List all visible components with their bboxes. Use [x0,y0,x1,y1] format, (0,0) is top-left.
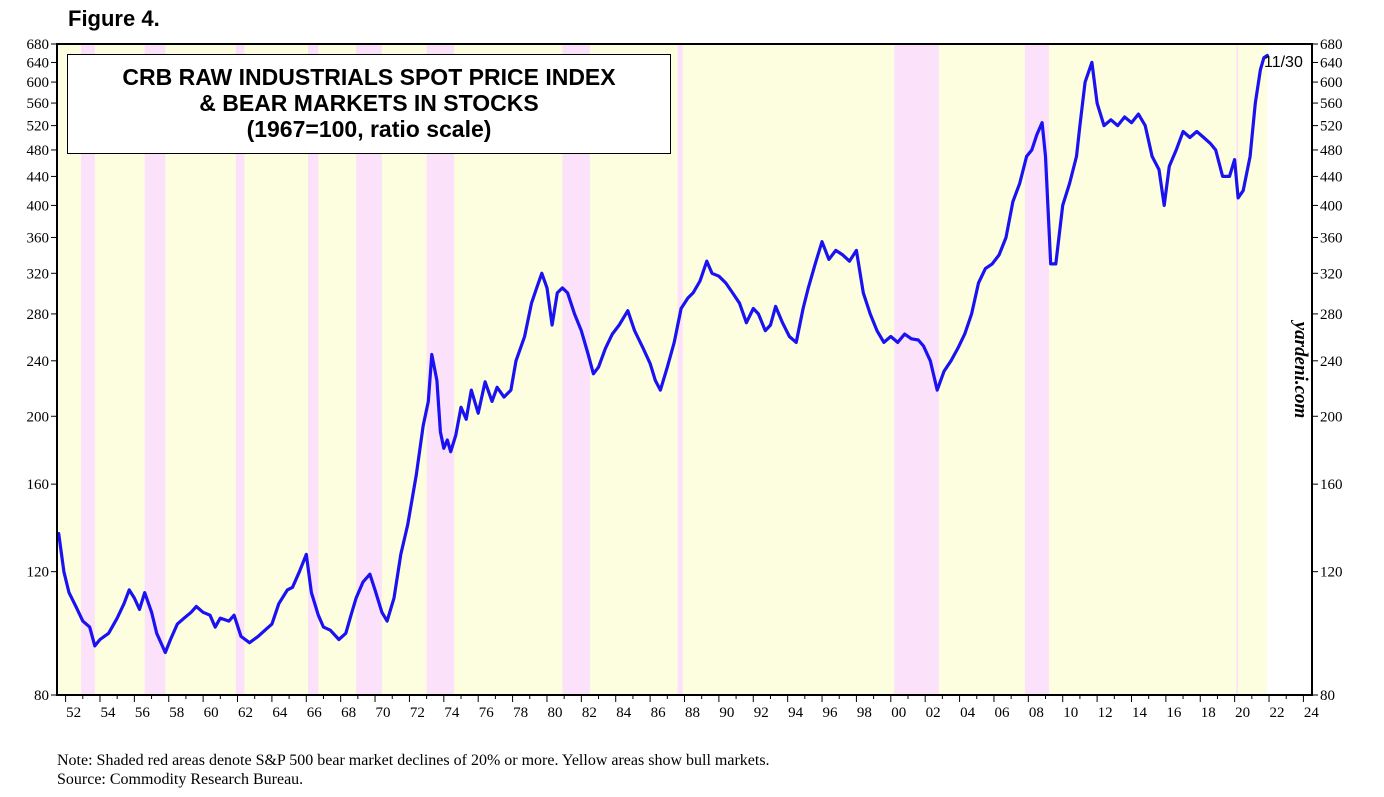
y-tick-label: 200 [27,409,50,425]
chart-title-box: CRB RAW INDUSTRIALS SPOT PRICE INDEX & B… [67,54,671,154]
note-line: Note: Shaded red areas denote S&P 500 be… [57,752,770,769]
bear-market-band [308,44,319,695]
x-tick-label: 24 [1304,705,1320,721]
y-tick-label: 320 [1320,266,1343,282]
y-tick-label: 600 [1320,75,1343,91]
x-axis: 52 54 56 58 60 62 64 66 68 70 72 74 76 78 80 82 84 86 88 90… [65,695,1320,721]
x-tick-label: 86 [651,705,667,721]
bear-market-band [81,44,95,695]
chart-title-line-2: & BEAR MARKETS IN STOCKS [199,90,539,116]
x-tick-label: 74 [444,705,460,721]
x-tick-label: 52 [66,705,81,721]
y-axis-right: 80 120 160 200 240 280 320 360 400 440 480 520 560 60… [1312,37,1343,704]
x-tick-label: 22 [1270,705,1285,721]
x-tick-label: 54 [100,705,116,721]
last-date-label: 11/30 [1264,54,1303,71]
x-tick-label: 88 [685,705,700,721]
y-tick-label: 120 [1320,565,1343,581]
x-tick-label: 72 [410,705,425,721]
x-tick-label: 18 [1201,705,1216,721]
y-tick-label: 560 [1320,96,1343,112]
y-tick-label: 360 [1320,230,1343,246]
y-tick-label: 200 [1320,409,1343,425]
x-tick-label: 62 [238,705,253,721]
x-tick-label: 90 [719,705,734,721]
y-tick-label: 480 [1320,143,1343,159]
watermark: yardeni.com [1270,300,1330,440]
bear-market-band [677,44,683,695]
watermark-text: yardeni.com [1290,321,1311,419]
y-tick-label: 600 [27,75,50,91]
x-tick-label: 68 [341,705,356,721]
x-tick-label: 58 [169,705,184,721]
x-tick-label: 14 [1132,705,1148,721]
x-tick-label: 02 [926,705,941,721]
bear-market-band [144,44,166,695]
y-tick-label: 320 [27,266,50,282]
x-tick-label: 84 [616,705,632,721]
bear-market-band [235,44,245,695]
y-tick-label: 640 [27,55,50,71]
x-tick-label: 66 [307,705,323,721]
y-tick-label: 680 [27,37,50,53]
y-tick-label: 360 [27,230,50,246]
chart-title-line-3: (1967=100, ratio scale) [246,116,492,142]
y-tick-label: 240 [27,354,50,370]
plot-frame [56,43,1313,696]
y-tick-label: 280 [27,307,50,323]
x-tick-label: 12 [1098,705,1113,721]
figure-label: Figure 4. [68,6,160,31]
x-tick-label: 96 [823,705,839,721]
y-tick-label: 80 [1320,688,1335,704]
x-tick-label: 20 [1235,705,1250,721]
x-tick-label: 06 [994,705,1010,721]
x-tick-label: 04 [960,705,976,721]
x-tick-label: 92 [754,705,769,721]
x-tick-label: 80 [547,705,562,721]
y-tick-label: 520 [27,119,50,135]
x-tick-label: 98 [857,705,872,721]
x-tick-label: 56 [135,705,151,721]
y-tick-label: 560 [27,96,50,112]
x-tick-label: 08 [1029,705,1044,721]
x-tick-label: 76 [479,705,495,721]
chart-title-line-1: CRB RAW INDUSTRIALS SPOT PRICE INDEX [122,64,616,90]
bear-market-band [1236,44,1239,695]
y-tick-label: 280 [1320,307,1343,323]
x-tick-label: 82 [582,705,597,721]
y-tick-label: 400 [27,198,50,214]
series-line [57,53,1269,655]
x-tick-label: 64 [272,705,288,721]
y-tick-label: 440 [1320,169,1343,185]
y-tick-label: 680 [1320,37,1343,53]
x-tick-label: 94 [788,705,804,721]
y-tick-label: 160 [27,477,50,493]
source-line: Source: Commodity Research Bureau. [57,771,304,788]
y-tick-label: 160 [1320,477,1343,493]
y-tick-label: 640 [1320,55,1343,71]
y-tick-label: 520 [1320,119,1343,135]
y-tick-label: 480 [27,143,50,159]
chart-notes: Note: Shaded red areas denote S&P 500 be… [57,751,770,789]
x-tick-label: 16 [1166,705,1182,721]
y-tick-label: 120 [27,565,50,581]
x-tick-label: 10 [1063,705,1078,721]
x-tick-label: 00 [891,705,906,721]
x-tick-label: 70 [376,705,391,721]
x-tick-label: 78 [513,705,528,721]
y-tick-label: 400 [1320,198,1343,214]
x-tick-label: 60 [204,705,219,721]
y-tick-label: 240 [1320,354,1343,370]
y-tick-label: 440 [27,169,50,185]
y-axis-left: 80 120 160 200 240 280 320 360 400 440 480 520 560 60… [27,37,57,704]
y-tick-label: 80 [34,688,49,704]
